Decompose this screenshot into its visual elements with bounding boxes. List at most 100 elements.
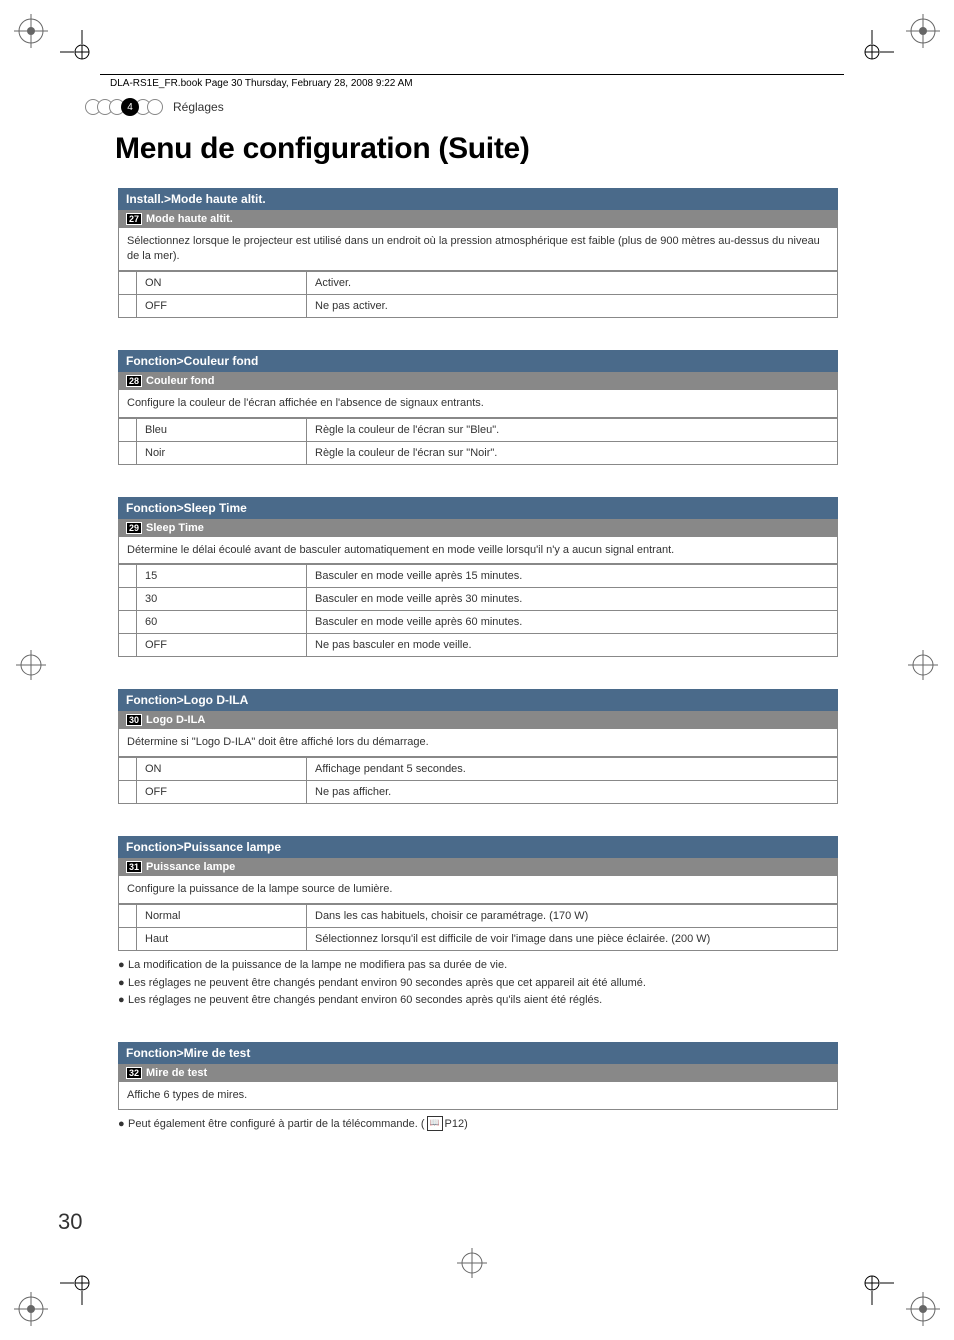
cropmark-icon bbox=[864, 30, 894, 65]
section-mode-haute-altit: Install.>Mode haute altit. 27 Mode haute… bbox=[118, 188, 838, 318]
section-puissance-lampe: Fonction>Puissance lampe 31 Puissance la… bbox=[118, 836, 838, 1010]
section-description: Configure la puissance de la lampe sourc… bbox=[118, 876, 838, 904]
option-key: Noir bbox=[137, 441, 307, 464]
section-subtitle: 32 Mire de test bbox=[118, 1064, 838, 1082]
section-description: Sélectionnez lorsque le projecteur est u… bbox=[118, 228, 838, 271]
header-rule bbox=[100, 74, 844, 75]
regmark-icon bbox=[906, 648, 940, 682]
table-row: NoirRègle la couleur de l'écran sur "Noi… bbox=[119, 441, 838, 464]
section-title: Fonction>Sleep Time bbox=[118, 497, 838, 519]
option-value: Affichage pendant 5 secondes. bbox=[307, 758, 838, 781]
note-text: Peut également être configuré à partir d… bbox=[128, 1116, 468, 1134]
table-row: NormalDans les cas habituels, choisir ce… bbox=[119, 905, 838, 928]
regmark-icon bbox=[906, 14, 940, 48]
table-row: 30Basculer en mode veille après 30 minut… bbox=[119, 588, 838, 611]
cropmark-icon bbox=[864, 1275, 894, 1310]
option-key: OFF bbox=[137, 634, 307, 657]
note-text-part: Peut également être configuré à partir d… bbox=[128, 1118, 425, 1130]
note-text: Les réglages ne peuvent être changés pen… bbox=[128, 992, 602, 1010]
table-row: ONActiver. bbox=[119, 271, 838, 294]
header-filename: DLA-RS1E_FR.book Page 30 Thursday, Febru… bbox=[110, 78, 413, 89]
cropmark-icon bbox=[60, 30, 90, 65]
section-title: Fonction>Mire de test bbox=[118, 1042, 838, 1064]
section-subtitle-text: Mode haute altit. bbox=[146, 213, 233, 225]
option-value: Règle la couleur de l'écran sur "Noir". bbox=[307, 441, 838, 464]
section-description: Configure la couleur de l'écran affichée… bbox=[118, 390, 838, 418]
note-text-part: ) bbox=[464, 1118, 468, 1130]
section-notes: ● Peut également être configuré à partir… bbox=[118, 1116, 838, 1134]
regmark-icon bbox=[14, 648, 48, 682]
options-table: ONActiver. OFFNe pas activer. bbox=[118, 271, 838, 318]
option-key: ON bbox=[137, 758, 307, 781]
section-subtitle: 29 Sleep Time bbox=[118, 519, 838, 537]
options-table: 15Basculer en mode veille après 15 minut… bbox=[118, 564, 838, 657]
section-notes: ●La modification de la puissance de la l… bbox=[118, 957, 838, 1010]
table-row: 15Basculer en mode veille après 15 minut… bbox=[119, 565, 838, 588]
note-text: La modification de la puissance de la la… bbox=[128, 957, 507, 975]
option-value: Ne pas afficher. bbox=[307, 781, 838, 804]
table-row: HautSélectionnez lorsqu'il est difficile… bbox=[119, 928, 838, 951]
section-sleep-time: Fonction>Sleep Time 29 Sleep Time Déterm… bbox=[118, 497, 838, 658]
option-value: Règle la couleur de l'écran sur "Bleu". bbox=[307, 418, 838, 441]
section-description: Détermine si "Logo D-ILA" doit être affi… bbox=[118, 729, 838, 757]
bullet-icon: ● bbox=[118, 975, 128, 993]
section-subtitle-text: Logo D-ILA bbox=[146, 714, 205, 726]
regmark-icon bbox=[906, 1292, 940, 1326]
section-couleur-fond: Fonction>Couleur fond 28 Couleur fond Co… bbox=[118, 350, 838, 465]
breadcrumb: 4 Réglages bbox=[85, 96, 224, 118]
option-key: 60 bbox=[137, 611, 307, 634]
section-badge: 30 bbox=[126, 714, 142, 726]
section-subtitle-text: Puissance lampe bbox=[146, 861, 235, 873]
table-row: ONAffichage pendant 5 secondes. bbox=[119, 758, 838, 781]
option-value: Activer. bbox=[307, 271, 838, 294]
content-area: Install.>Mode haute altit. 27 Mode haute… bbox=[118, 188, 838, 1165]
breadcrumb-active-step: 4 bbox=[121, 98, 139, 116]
options-table: ONAffichage pendant 5 secondes. OFFNe pa… bbox=[118, 757, 838, 804]
regmark-icon bbox=[14, 14, 48, 48]
section-badge: 28 bbox=[126, 375, 142, 387]
option-value: Dans les cas habituels, choisir ce param… bbox=[307, 905, 838, 928]
table-row: OFFNe pas afficher. bbox=[119, 781, 838, 804]
cropmark-icon bbox=[60, 1275, 90, 1310]
page-number: 30 bbox=[58, 1209, 82, 1235]
section-subtitle: 30 Logo D-ILA bbox=[118, 711, 838, 729]
option-key: OFF bbox=[137, 781, 307, 804]
option-value: Basculer en mode veille après 15 minutes… bbox=[307, 565, 838, 588]
section-mire-de-test: Fonction>Mire de test 32 Mire de test Af… bbox=[118, 1042, 838, 1133]
note-text: Les réglages ne peuvent être changés pen… bbox=[128, 975, 646, 993]
section-description: Détermine le délai écoulé avant de bascu… bbox=[118, 537, 838, 565]
section-title: Fonction>Couleur fond bbox=[118, 350, 838, 372]
option-key: 30 bbox=[137, 588, 307, 611]
regmark-icon bbox=[14, 1292, 48, 1326]
section-description: Affiche 6 types de mires. bbox=[118, 1082, 838, 1110]
option-key: Normal bbox=[137, 905, 307, 928]
section-subtitle: 27 Mode haute altit. bbox=[118, 210, 838, 228]
options-table: NormalDans les cas habituels, choisir ce… bbox=[118, 904, 838, 951]
section-badge: 29 bbox=[126, 522, 142, 534]
table-row: OFFNe pas activer. bbox=[119, 294, 838, 317]
bullet-icon: ● bbox=[118, 992, 128, 1010]
option-key: ON bbox=[137, 271, 307, 294]
option-key: OFF bbox=[137, 294, 307, 317]
option-key: Bleu bbox=[137, 418, 307, 441]
page-title: Menu de configuration (Suite) bbox=[115, 132, 530, 166]
section-badge: 27 bbox=[126, 213, 142, 225]
option-key: 15 bbox=[137, 565, 307, 588]
page-ref-icon: 📖 bbox=[427, 1116, 443, 1131]
section-subtitle: 28 Couleur fond bbox=[118, 372, 838, 390]
option-value: Ne pas basculer en mode veille. bbox=[307, 634, 838, 657]
option-value: Ne pas activer. bbox=[307, 294, 838, 317]
table-row: OFFNe pas basculer en mode veille. bbox=[119, 634, 838, 657]
breadcrumb-label: Réglages bbox=[173, 100, 224, 114]
section-badge: 32 bbox=[126, 1067, 142, 1079]
option-value: Basculer en mode veille après 30 minutes… bbox=[307, 588, 838, 611]
table-row: 60Basculer en mode veille après 60 minut… bbox=[119, 611, 838, 634]
bullet-icon: ● bbox=[118, 1116, 128, 1134]
breadcrumb-step-icon bbox=[147, 99, 163, 115]
section-title: Install.>Mode haute altit. bbox=[118, 188, 838, 210]
page-ref: P12 bbox=[445, 1118, 465, 1130]
section-title: Fonction>Puissance lampe bbox=[118, 836, 838, 858]
option-key: Haut bbox=[137, 928, 307, 951]
section-subtitle-text: Sleep Time bbox=[146, 522, 204, 534]
option-value: Sélectionnez lorsqu'il est difficile de … bbox=[307, 928, 838, 951]
